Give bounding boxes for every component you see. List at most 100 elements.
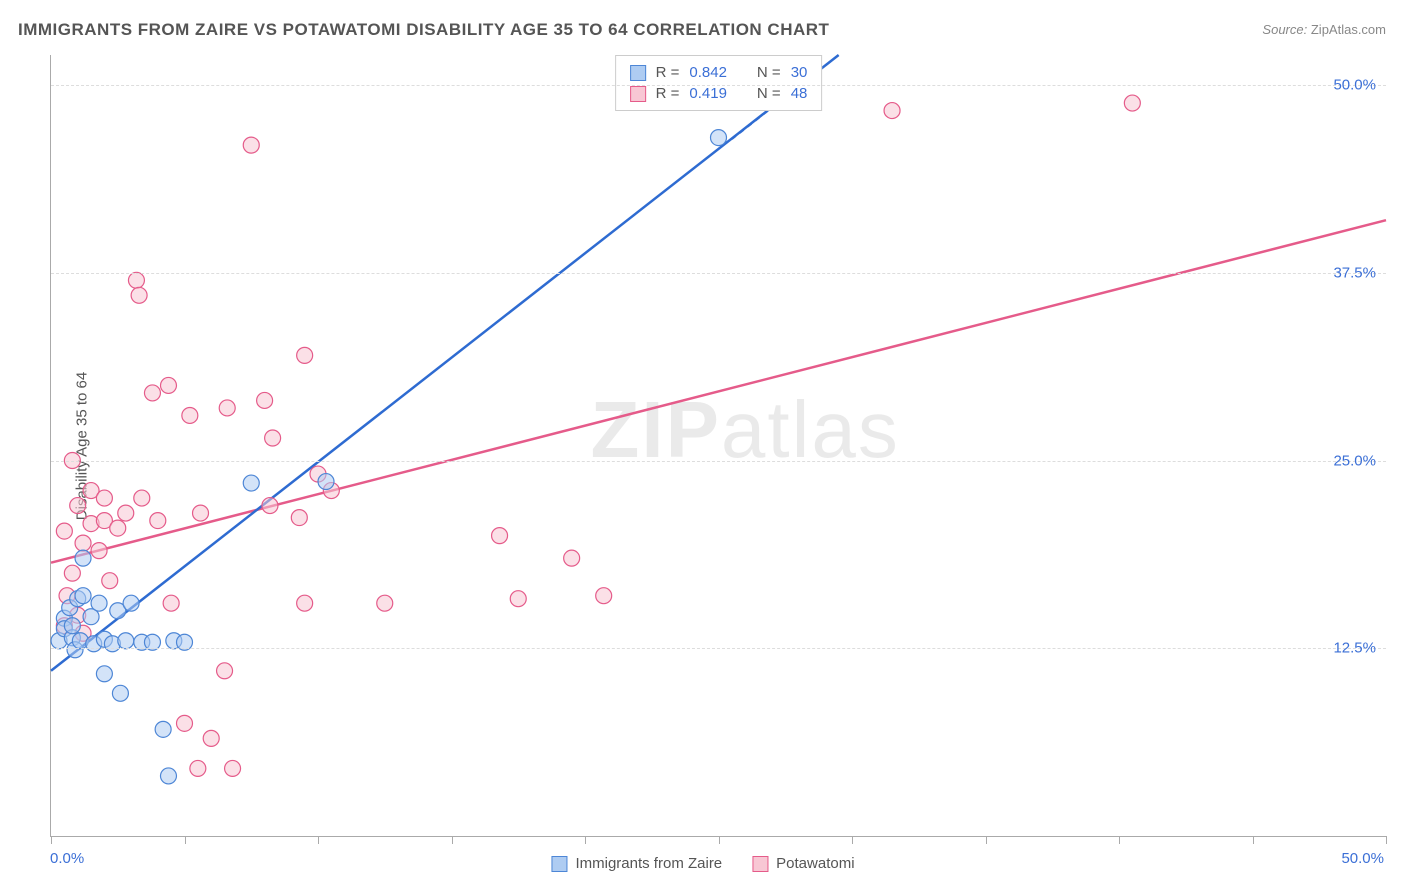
r-label: R = — [656, 64, 680, 81]
swatch-pink — [630, 86, 646, 102]
stats-box: R = 0.842 N = 30 R = 0.419 N = 48 — [615, 55, 823, 111]
scatter-point-pink — [377, 595, 393, 611]
scatter-point-blue — [75, 588, 91, 604]
swatch-pink — [752, 856, 768, 872]
scatter-point-pink — [262, 498, 278, 514]
y-tick-label: 12.5% — [1333, 640, 1376, 657]
x-tick — [1119, 836, 1120, 844]
scatter-point-blue — [91, 595, 107, 611]
source-credit: Source: ZipAtlas.com — [1262, 22, 1386, 37]
scatter-point-pink — [134, 490, 150, 506]
scatter-point-pink — [297, 595, 313, 611]
scatter-point-blue — [64, 618, 80, 634]
y-tick-label: 50.0% — [1333, 77, 1376, 94]
gridline — [51, 648, 1386, 649]
gridline — [51, 273, 1386, 274]
gridline — [51, 461, 1386, 462]
stats-row-pink: R = 0.419 N = 48 — [630, 83, 808, 104]
scatter-point-pink — [203, 730, 219, 746]
gridline — [51, 85, 1386, 86]
chart-title: IMMIGRANTS FROM ZAIRE VS POTAWATOMI DISA… — [18, 20, 829, 40]
n-label: N = — [757, 64, 781, 81]
scatter-point-pink — [64, 565, 80, 581]
scatter-point-blue — [711, 130, 727, 146]
scatter-point-blue — [160, 768, 176, 784]
plot-svg — [51, 55, 1386, 836]
scatter-point-pink — [177, 715, 193, 731]
scatter-point-blue — [318, 474, 334, 490]
x-tick — [585, 836, 586, 844]
scatter-point-blue — [96, 666, 112, 682]
scatter-point-blue — [243, 475, 259, 491]
scatter-point-pink — [131, 287, 147, 303]
scatter-point-pink — [243, 137, 259, 153]
scatter-point-pink — [190, 760, 206, 776]
scatter-point-pink — [75, 535, 91, 551]
r-label: R = — [656, 85, 680, 102]
x-tick — [452, 836, 453, 844]
scatter-point-pink — [564, 550, 580, 566]
x-tick — [1386, 836, 1387, 844]
scatter-point-pink — [510, 591, 526, 607]
scatter-point-blue — [155, 721, 171, 737]
scatter-point-pink — [110, 520, 126, 536]
scatter-point-pink — [96, 490, 112, 506]
y-tick-label: 37.5% — [1333, 264, 1376, 281]
legend: Immigrants from Zaire Potawatomi — [551, 855, 854, 872]
x-tick — [318, 836, 319, 844]
source-value: ZipAtlas.com — [1311, 22, 1386, 37]
x-tick — [1253, 836, 1254, 844]
n-value: 48 — [791, 85, 808, 102]
scatter-point-pink — [163, 595, 179, 611]
x-axis-min-label: 0.0% — [50, 850, 84, 867]
n-label: N = — [757, 85, 781, 102]
x-tick — [852, 836, 853, 844]
scatter-point-blue — [75, 550, 91, 566]
scatter-point-pink — [884, 103, 900, 119]
scatter-point-pink — [182, 407, 198, 423]
scatter-point-pink — [150, 513, 166, 529]
scatter-point-blue — [112, 685, 128, 701]
x-tick — [51, 836, 52, 844]
scatter-point-pink — [91, 543, 107, 559]
legend-label: Potawatomi — [776, 855, 854, 872]
scatter-point-pink — [217, 663, 233, 679]
scatter-point-pink — [144, 385, 160, 401]
stats-row-blue: R = 0.842 N = 30 — [630, 62, 808, 83]
scatter-point-pink — [193, 505, 209, 521]
scatter-point-pink — [265, 430, 281, 446]
r-value: 0.842 — [689, 64, 727, 81]
r-value: 0.419 — [689, 85, 727, 102]
legend-label: Immigrants from Zaire — [575, 855, 722, 872]
n-value: 30 — [791, 64, 808, 81]
scatter-point-pink — [160, 377, 176, 393]
legend-item-blue: Immigrants from Zaire — [551, 855, 722, 872]
scatter-point-pink — [56, 523, 72, 539]
scatter-point-pink — [70, 498, 86, 514]
scatter-point-blue — [118, 633, 134, 649]
scatter-point-pink — [291, 510, 307, 526]
scatter-point-blue — [123, 595, 139, 611]
x-tick — [986, 836, 987, 844]
scatter-point-pink — [225, 760, 241, 776]
scatter-point-pink — [102, 573, 118, 589]
scatter-point-pink — [257, 392, 273, 408]
scatter-point-pink — [128, 272, 144, 288]
scatter-point-pink — [219, 400, 235, 416]
scatter-point-pink — [492, 528, 508, 544]
plot-area: ZIPatlas R = 0.842 N = 30 R = 0.419 N = … — [50, 55, 1386, 837]
x-axis-max-label: 50.0% — [1341, 850, 1384, 867]
scatter-point-pink — [297, 347, 313, 363]
regression-line-blue — [51, 55, 839, 671]
source-label: Source: — [1262, 22, 1307, 37]
regression-line-pink — [51, 220, 1386, 562]
x-tick — [185, 836, 186, 844]
y-tick-label: 25.0% — [1333, 452, 1376, 469]
swatch-blue — [630, 65, 646, 81]
scatter-point-pink — [596, 588, 612, 604]
legend-item-pink: Potawatomi — [752, 855, 854, 872]
x-tick — [719, 836, 720, 844]
scatter-point-pink — [118, 505, 134, 521]
scatter-point-pink — [1124, 95, 1140, 111]
swatch-blue — [551, 856, 567, 872]
